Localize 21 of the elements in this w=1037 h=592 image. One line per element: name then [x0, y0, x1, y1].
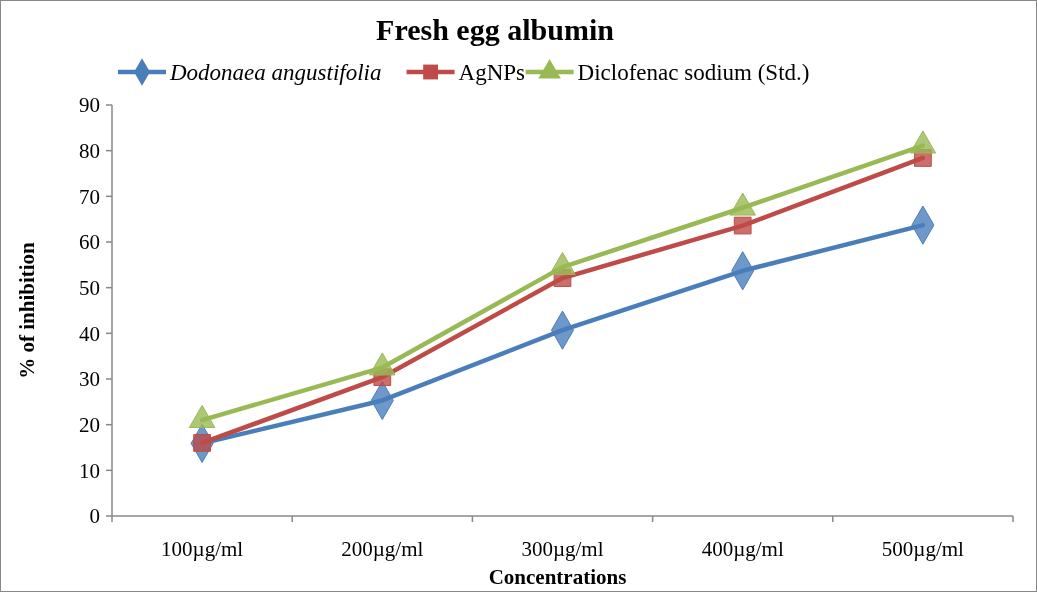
- y-axis-title: % of inhibition: [15, 241, 39, 379]
- y-tick-label: 0: [89, 504, 100, 529]
- x-tick-label: 200µg/ml: [341, 537, 424, 561]
- x-tick-label: 400µg/ml: [701, 537, 784, 561]
- x-tick-label: 100µg/ml: [161, 537, 244, 561]
- y-tick-label: 80: [79, 139, 100, 164]
- y-tick-label: 40: [79, 321, 100, 346]
- y-tick-label: 90: [79, 93, 100, 118]
- legend-label: Dodonaea angustifolia: [169, 60, 382, 85]
- chart-title: Fresh egg albumin: [376, 13, 615, 46]
- y-tick-label: 20: [79, 413, 100, 438]
- y-tick-label: 30: [79, 367, 100, 392]
- legend-label: AgNPs: [458, 60, 526, 85]
- x-tick-label: 500µg/ml: [881, 537, 965, 561]
- y-tick-label: 70: [79, 184, 100, 209]
- x-tick-label: 300µg/ml: [521, 537, 604, 561]
- y-tick-label: 50: [79, 276, 100, 301]
- y-tick-label: 60: [79, 230, 100, 255]
- x-axis-title: Concentrations: [488, 565, 627, 589]
- y-tick-label: 10: [79, 458, 100, 483]
- legend-label: Diclofenac sodium (Std.): [577, 60, 810, 85]
